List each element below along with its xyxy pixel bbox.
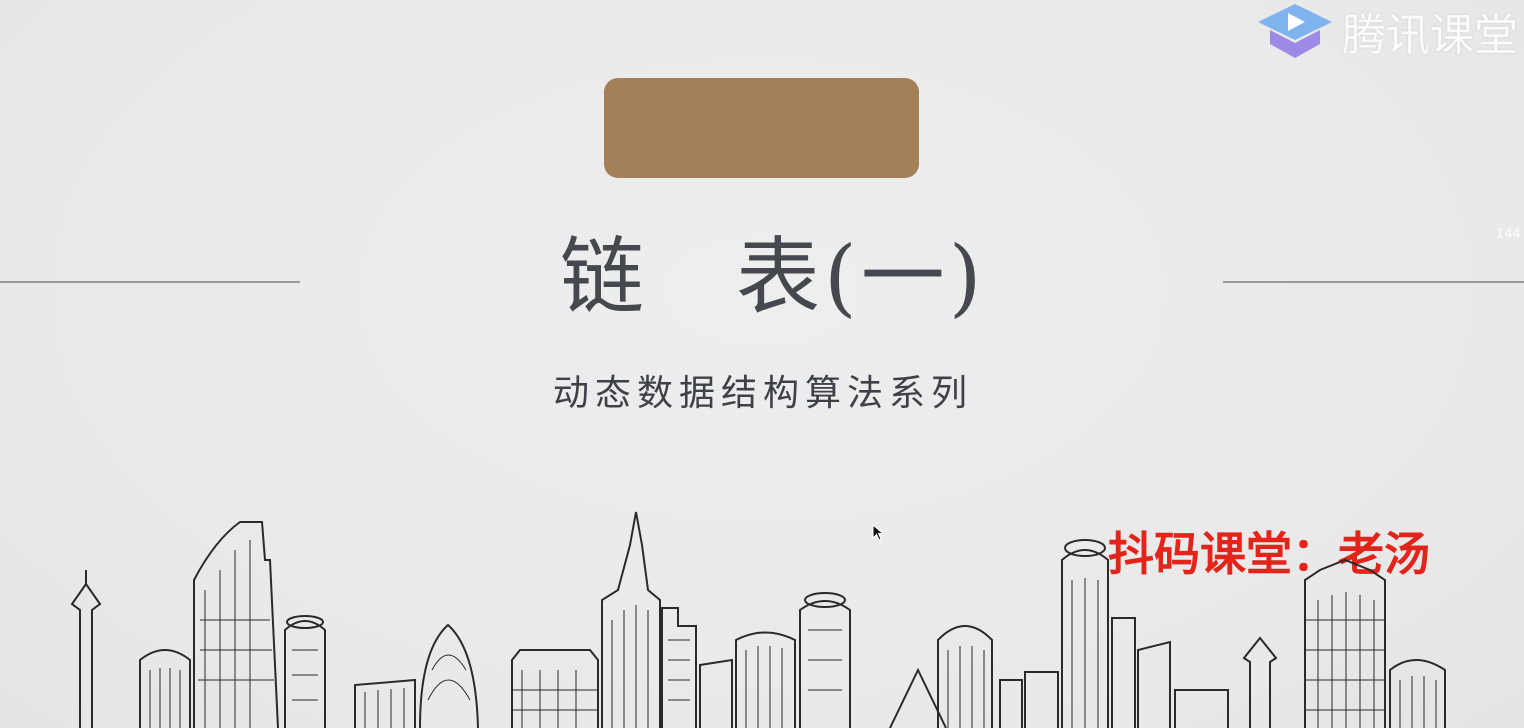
author-label: 抖码课堂：老汤	[1108, 527, 1430, 581]
side-counter: 144	[1496, 227, 1521, 242]
title-tag-box	[604, 78, 919, 178]
city-skyline-illustration	[70, 511, 1446, 728]
right-divider-line	[1223, 281, 1524, 283]
tencent-classroom-watermark: 腾讯课堂	[1256, 0, 1518, 62]
slide-title: 链 表(一)	[560, 228, 986, 326]
mouse-cursor-icon	[872, 524, 885, 541]
left-divider-line	[0, 281, 300, 283]
tencent-classroom-logo-icon	[1258, 4, 1332, 58]
slide-subtitle: 动态数据结构算法系列	[552, 373, 973, 414]
brand-name: 腾讯课堂	[1342, 10, 1518, 61]
